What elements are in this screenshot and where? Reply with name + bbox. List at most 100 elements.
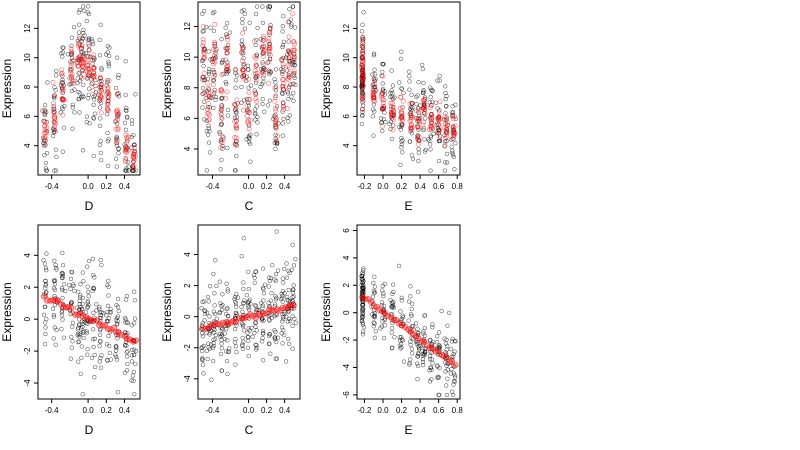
data-point-red [69, 66, 74, 72]
data-point-black [361, 289, 367, 295]
data-point-black [207, 332, 212, 337]
data-point-black [125, 349, 130, 354]
data-point-black [444, 138, 449, 144]
data-point-black [85, 289, 91, 295]
data-point-red [224, 50, 230, 56]
data-point-black [77, 22, 82, 27]
data-point-red [360, 50, 366, 56]
data-point-black [87, 86, 92, 91]
data-point-black [125, 320, 130, 325]
data-point-black [449, 339, 455, 344]
data-point-black [106, 293, 111, 298]
data-point-black [94, 302, 99, 307]
data-point-black [75, 81, 80, 86]
data-point-black [246, 303, 251, 308]
data-point-black [77, 7, 82, 13]
data-point-red [211, 53, 217, 59]
data-point-black [273, 302, 278, 307]
data-point-black [53, 262, 58, 268]
data-point-black [245, 345, 250, 350]
data-point-red [219, 72, 225, 78]
data-point-red [200, 24, 206, 30]
data-point-black [450, 389, 455, 394]
data-point-black [113, 354, 119, 360]
data-point-black [211, 271, 216, 277]
data-point-black [131, 369, 136, 375]
data-point-black [225, 313, 231, 319]
y-axis-label: Expression [0, 282, 14, 341]
data-point-black [207, 330, 213, 335]
data-point-black [409, 153, 415, 158]
data-point-red [286, 64, 292, 70]
data-point-black [451, 351, 456, 357]
data-point-black [105, 50, 110, 55]
data-point-red [90, 74, 96, 80]
data-point-black [78, 293, 83, 298]
data-point-black [420, 362, 426, 368]
data-point-black [360, 112, 365, 118]
data-point-black [81, 335, 86, 341]
data-point-red [245, 108, 251, 114]
data-point-black [125, 115, 130, 120]
x-tick-label: -0.4 [206, 182, 220, 191]
data-point-black [360, 282, 366, 288]
data-point-black [116, 94, 122, 99]
data-point-black [53, 342, 58, 347]
data-point-red [98, 93, 104, 99]
data-point-black [445, 323, 450, 328]
data-point-red [291, 68, 297, 74]
data-point-black [415, 333, 421, 338]
data-point-black [43, 166, 49, 171]
data-point-black [83, 310, 89, 315]
data-point-red [218, 107, 224, 113]
data-point-black [205, 294, 211, 300]
data-point-black [416, 347, 422, 352]
data-point-black [254, 4, 260, 9]
data-point-red [273, 105, 279, 111]
data-point-black [274, 339, 279, 345]
data-point-black [67, 282, 72, 288]
data-point-red [219, 133, 225, 139]
data-point-red [79, 60, 85, 66]
data-point-red [218, 88, 224, 94]
data-point-black [253, 11, 259, 17]
data-point-black [233, 304, 239, 309]
data-point-black [410, 105, 415, 110]
x-axis-label: E [404, 423, 412, 437]
data-point-black [129, 323, 134, 328]
data-point-black [415, 363, 421, 369]
data-point-red [207, 112, 212, 118]
data-point-red [50, 106, 56, 112]
data-point-black [43, 331, 48, 337]
data-point-red [212, 39, 218, 45]
data-point-black [59, 286, 65, 291]
data-point-black [399, 145, 404, 150]
data-point-red [246, 126, 252, 132]
data-point-black [453, 102, 458, 107]
data-point-black [204, 310, 210, 315]
data-point-black [392, 335, 397, 340]
data-point-black [250, 334, 255, 340]
data-point-red [240, 46, 246, 52]
x-tick-label: 0.2 [396, 406, 408, 415]
x-tick-label: 0.4 [119, 406, 131, 415]
data-point-black [241, 328, 247, 333]
data-point-red [436, 128, 442, 134]
data-point-black [281, 39, 287, 44]
data-point-black [80, 4, 86, 9]
data-point-black [360, 56, 366, 62]
data-point-black [85, 321, 90, 326]
data-point-red [60, 87, 66, 93]
data-point-black [60, 270, 65, 276]
data-point-red [98, 94, 104, 100]
data-point-red [211, 56, 217, 62]
data-point-red [69, 51, 74, 57]
data-point-black [359, 318, 365, 323]
data-point-black [370, 312, 375, 317]
data-point-black [449, 366, 454, 372]
data-point-black [223, 79, 228, 85]
data-point-black [408, 284, 413, 289]
data-point-black [414, 102, 419, 107]
data-point-black [62, 103, 67, 109]
data-point-black [68, 276, 74, 282]
